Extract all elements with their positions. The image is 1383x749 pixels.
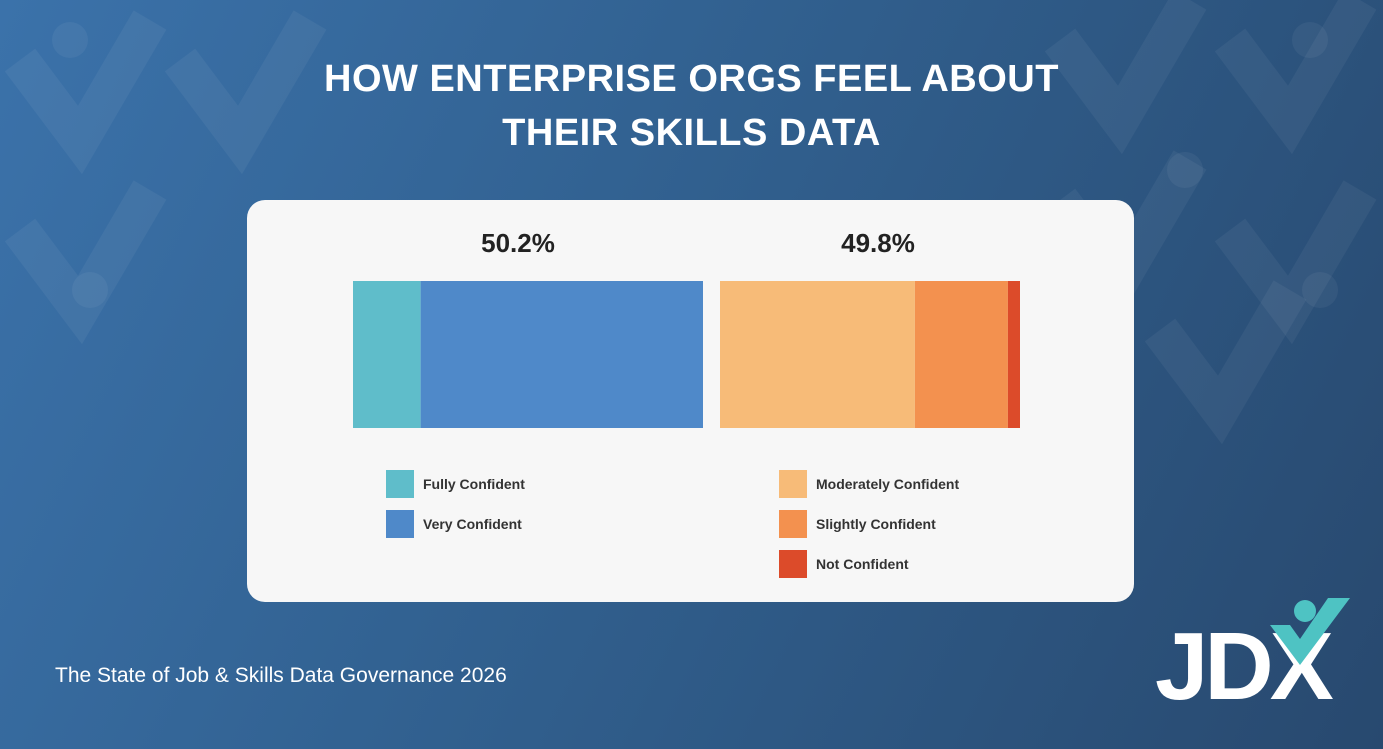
bar-segment-not-confident: [1007, 281, 1020, 428]
legend-swatch: [779, 510, 807, 538]
legend-swatch: [386, 510, 414, 538]
logo-text: JDX: [1155, 613, 1334, 715]
title-line-1: HOW ENTERPRISE ORGS FEEL ABOUT: [324, 58, 1059, 100]
legend-item-very-confident: Very Confident: [386, 510, 522, 538]
group-2-total-label: 49.8%: [841, 228, 915, 258]
bar-segment-very-confident: [420, 281, 703, 428]
title-line-2: THEIR SKILLS DATA: [502, 112, 881, 154]
legend-label: Fully Confident: [423, 476, 525, 492]
legend-item-not-confident: Not Confident: [779, 550, 909, 578]
footer-text: The State of Job & Skills Data Governanc…: [55, 664, 507, 687]
legend-label: Slightly Confident: [816, 516, 936, 532]
page-title: HOW ENTERPRISE ORGS FEEL ABOUT THEIR SKI…: [0, 52, 1383, 160]
logo-accent-dot: [1294, 600, 1316, 622]
bar-segment-slightly-confident: [914, 281, 1008, 428]
legend-swatch: [779, 470, 807, 498]
legend-item-fully-confident: Fully Confident: [386, 470, 525, 498]
legend-label: Moderately Confident: [816, 476, 960, 492]
bar-segment-moderately-confident: [720, 281, 915, 428]
logo-accent-check: [1270, 598, 1350, 665]
legend-item-moderately-confident: Moderately Confident: [779, 470, 959, 498]
jdx-logo: JDX: [1155, 598, 1350, 715]
legend-label: Very Confident: [423, 516, 522, 532]
legend-label: Not Confident: [816, 556, 909, 572]
legend-item-slightly-confident: Slightly Confident: [779, 510, 936, 538]
bar-segment-fully-confident: [353, 281, 421, 428]
legend-swatch: [386, 470, 414, 498]
legend-swatch: [779, 550, 807, 578]
group-1-total-label: 50.2%: [481, 228, 555, 258]
